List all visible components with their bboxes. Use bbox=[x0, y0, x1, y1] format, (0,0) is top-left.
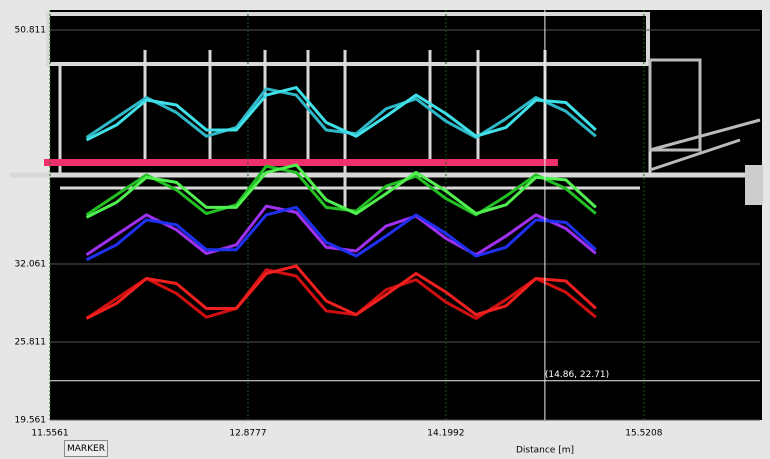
highlight-bar bbox=[44, 159, 558, 166]
marker-button[interactable]: MARKER bbox=[64, 440, 108, 457]
x-tick-label: 15.5208 bbox=[625, 429, 662, 439]
y-tick-label: 25.811 bbox=[15, 338, 47, 348]
y-tick-label: 19.561 bbox=[15, 416, 47, 426]
y-tick-label: 50.811 bbox=[15, 26, 47, 36]
y-tick-label: 32.061 bbox=[15, 260, 47, 270]
x-tick-label: 12.8777 bbox=[229, 429, 266, 439]
x-tick-label: 11.5561 bbox=[31, 429, 68, 439]
plot-area bbox=[50, 10, 762, 420]
x-axis-label: Distance [m] bbox=[516, 446, 574, 456]
chart: Distance [m] 19.561 25.811 32.061 50.811 11.… bbox=[0, 0, 770, 459]
marker-label: (14.86, 22.71) bbox=[545, 370, 609, 380]
x-tick-label: 14.1992 bbox=[427, 429, 464, 439]
page: {"chart_data": {"type": "line", "x_label… bbox=[0, 0, 770, 459]
